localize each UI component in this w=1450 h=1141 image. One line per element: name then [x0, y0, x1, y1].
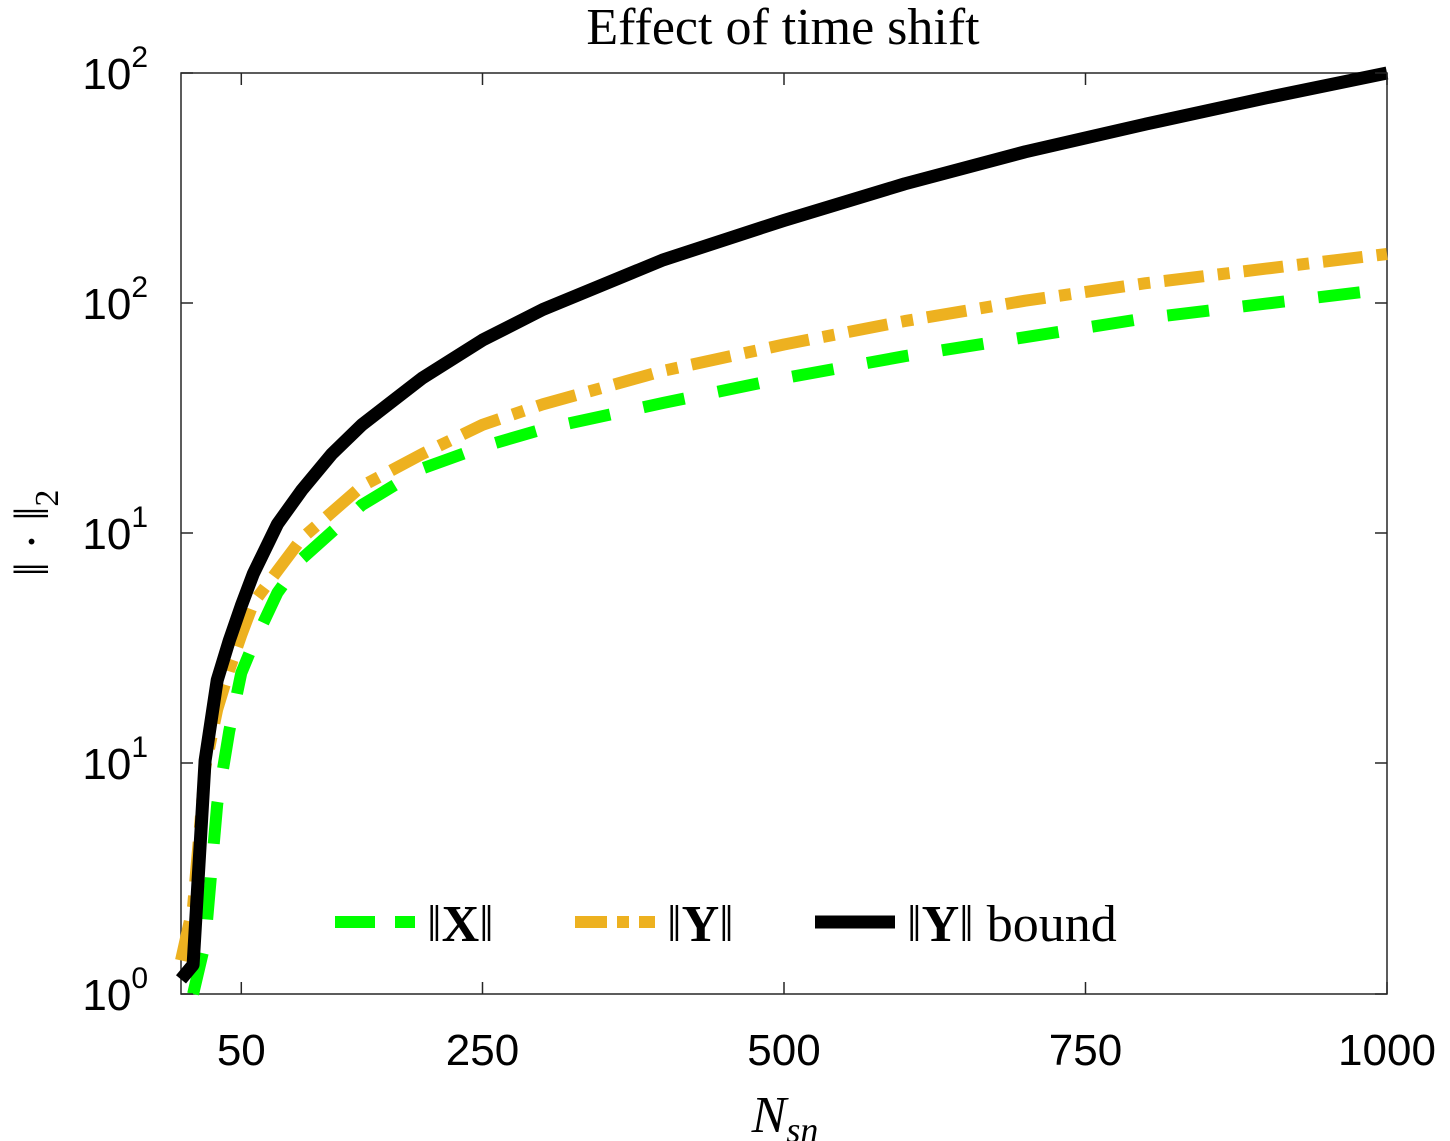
x-tick-label: 500	[747, 1026, 820, 1075]
y-tick-label: 101	[82, 501, 148, 559]
x-axis: 50 250 500 750 1000	[217, 73, 1436, 1075]
series-line-2	[175, 66, 1389, 984]
legend-label-0: ‖X‖	[427, 896, 494, 953]
y-tick-label: 102	[82, 41, 148, 99]
x-tick-label: 50	[217, 1026, 266, 1075]
series-layer	[175, 66, 1389, 996]
legend-label-1: ‖Y‖	[667, 896, 734, 953]
y-tick-label: 102	[82, 271, 148, 329]
x-tick-label: 1000	[1338, 1026, 1436, 1075]
legend: ‖X‖ ‖Y‖ ‖Y‖ bound	[335, 896, 1117, 953]
series-line-0	[187, 283, 1388, 996]
y-axis-label: ‖ · ‖2	[3, 490, 66, 577]
y-tick-label: 100	[82, 962, 148, 1020]
chart-title: Effect of time shift	[586, 0, 980, 56]
x-tick-label: 250	[446, 1026, 519, 1075]
y-tick-label: 101	[82, 731, 148, 789]
x-tick-label: 750	[1049, 1026, 1122, 1075]
x-axis-label: Nsn	[751, 1087, 819, 1141]
legend-label-2: ‖Y‖ bound	[907, 896, 1117, 953]
y-axis: 100 101 101 102 102	[82, 41, 1387, 1020]
plot-area	[180, 72, 1388, 995]
